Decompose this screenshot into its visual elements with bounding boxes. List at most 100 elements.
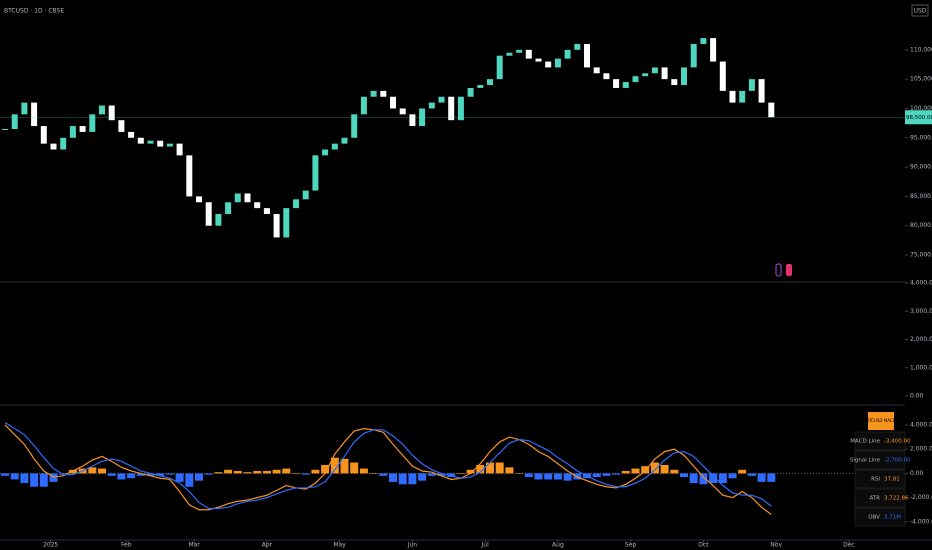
indicator-table: BTCUSD MACD MACD Line -3,400.00 Signal Line… [850,412,911,527]
candle [380,90,387,97]
histogram-bar [117,473,126,480]
candle [390,96,396,109]
candle [535,58,542,62]
histogram-bar [224,469,233,474]
candle [21,102,28,115]
histogram-bar [30,473,39,487]
histogram-bar [88,467,97,474]
x-tick-label: Oct [698,542,709,549]
histogram-bar [738,469,747,474]
histogram-bar [1,473,9,476]
histogram-bar [195,473,203,481]
histogram-bar [418,473,427,481]
candle [574,43,581,50]
symbol-title: BTCUSD · 1D · CBSE [4,8,64,15]
candle [593,67,600,74]
candle [525,49,532,59]
y-tick-label: 0.00 [910,393,924,400]
candle [331,143,338,150]
y-tick-label: 80,000.00 [910,222,932,229]
candle [681,67,687,86]
histogram-bar [660,464,669,474]
histogram-bar [350,462,359,474]
table-row-label: Signal Line [850,458,881,464]
currency: USD [914,8,927,15]
candle [748,79,755,91]
histogram-bar [330,457,339,474]
histogram-bar [524,473,533,478]
candle [729,90,736,103]
candle [234,193,241,203]
histogram-bar [476,464,485,474]
histogram-bar [253,470,262,474]
y-tick-label: 85,000.00 [910,193,932,200]
candle [293,199,299,209]
candle [137,137,144,144]
candle [205,202,212,226]
candle [613,79,620,88]
histogram-bar [39,473,48,487]
candle [50,143,57,150]
histogram-bar [486,462,494,474]
histogram-bar [553,473,562,480]
candle [467,87,474,97]
histogram-bar [301,473,310,475]
candle [2,128,8,130]
candle [710,38,717,62]
candle [283,208,290,238]
candle [263,208,270,214]
currency-box [911,4,929,17]
table-row-label: OBV [868,515,880,521]
macd-line [4,424,772,516]
histogram-bar [10,473,19,480]
candle [671,79,678,86]
table-row-value: -3,400.00 [884,439,911,445]
x-tick-label: Sep [625,542,637,549]
histogram-bar [369,473,378,474]
candle [244,193,251,203]
table-row-value: 37.81 [884,477,900,483]
candle [40,126,47,144]
table-title: BTCUSD MACD [866,418,896,423]
y-tick-label: 4,000.00 [910,421,932,428]
y-tick-label: 0.00 [910,470,924,477]
candle [370,90,377,97]
candle [254,202,261,209]
candle [186,155,193,197]
candle [496,55,503,80]
table-row-value: 3,722.86 [884,496,909,502]
histogram-bar [204,473,213,475]
histogram-bar [311,469,320,474]
x-tick-label: Aug [552,542,564,549]
candle [739,90,746,103]
histogram-bar [272,469,281,474]
candle [341,137,348,144]
histogram-bar [98,468,106,474]
candle [438,96,445,103]
candle [477,85,484,88]
histogram-bar [282,468,291,474]
event-icon [786,264,792,276]
histogram-bar [359,468,368,474]
table-row [854,488,906,508]
candle [360,96,367,115]
candle [448,96,455,121]
y-tick-label: 3,000,000.00 [910,308,932,315]
histogram-bar [262,470,271,474]
x-tick-label: Nov [770,542,782,549]
histogram-bar [718,473,727,484]
table-row [854,431,906,451]
y-tick-label: 90,000.00 [910,164,932,171]
histogram-bar [214,472,223,474]
y-tick-label: 2,000,000.00 [910,336,932,343]
candle [118,120,125,132]
candle [99,105,105,115]
histogram-bar [427,473,436,476]
histogram-bar [437,473,446,476]
table-row-value: 3.71M [884,515,901,521]
histogram-bar [136,473,145,476]
x-tick-label: 2025 [43,542,58,549]
candle [758,79,765,103]
candle [719,61,726,91]
x-tick-label: Jul [481,542,490,549]
